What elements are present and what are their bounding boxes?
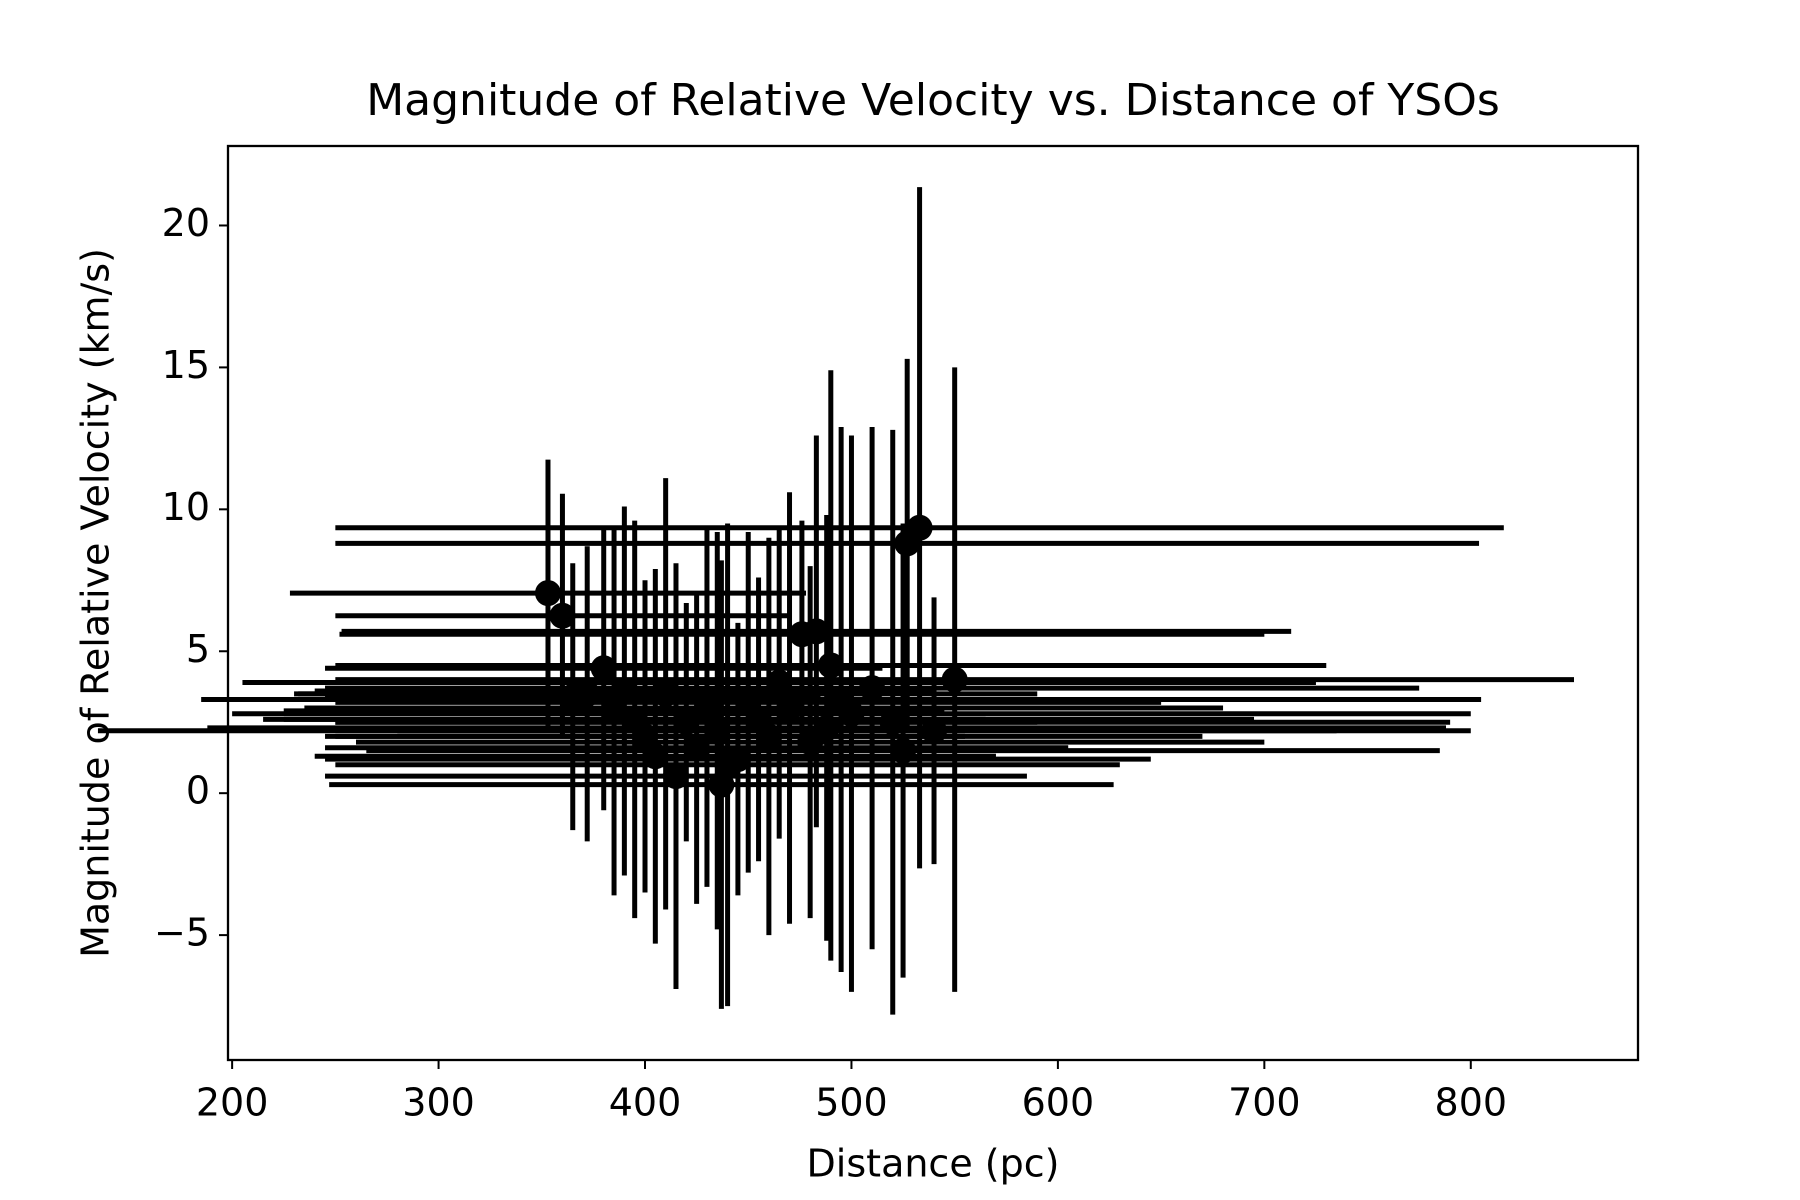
point — [859, 675, 886, 702]
y-tick-label: 15 — [162, 343, 210, 387]
x-tick-label: 800 — [1435, 1081, 1508, 1125]
point — [673, 709, 700, 736]
point — [549, 602, 576, 629]
y-tick-label: 20 — [162, 201, 210, 245]
plot-frame — [226, 144, 1640, 1062]
y-tick-label: 10 — [162, 485, 210, 529]
point — [662, 763, 689, 790]
y-tick-label: 0 — [186, 769, 210, 813]
point — [776, 695, 803, 722]
point — [921, 717, 948, 744]
point — [828, 686, 855, 713]
x-tick-label: 700 — [1228, 1081, 1301, 1125]
x-tick-label: 500 — [815, 1081, 888, 1125]
point — [601, 697, 628, 724]
point — [704, 717, 731, 744]
point — [766, 669, 793, 696]
point — [652, 680, 679, 707]
y-tick-label: 5 — [186, 627, 210, 671]
point — [724, 746, 751, 773]
y-axis-label: Magnitude of Relative Velocity (km/s) — [74, 248, 118, 958]
point — [803, 618, 830, 645]
point — [813, 714, 840, 741]
point — [817, 652, 844, 679]
x-tick-label: 200 — [196, 1081, 269, 1125]
x-tick-label: 300 — [402, 1081, 475, 1125]
point — [708, 771, 735, 798]
point — [941, 666, 968, 693]
point — [621, 706, 648, 733]
point — [745, 706, 772, 733]
x-tick-label: 400 — [609, 1081, 682, 1125]
point — [559, 683, 586, 710]
point — [683, 734, 710, 761]
point — [534, 580, 561, 607]
x-tick-label: 600 — [1022, 1081, 1095, 1125]
point — [693, 695, 720, 722]
point — [611, 677, 638, 704]
point — [894, 530, 921, 557]
point — [590, 655, 617, 682]
point — [642, 743, 669, 770]
chart-title: Magnitude of Relative Velocity vs. Dista… — [366, 75, 1500, 126]
y-tick-label: −5 — [154, 911, 210, 955]
x-axis-label: Distance (pc) — [807, 1142, 1060, 1186]
point — [879, 709, 906, 736]
point — [890, 737, 917, 764]
